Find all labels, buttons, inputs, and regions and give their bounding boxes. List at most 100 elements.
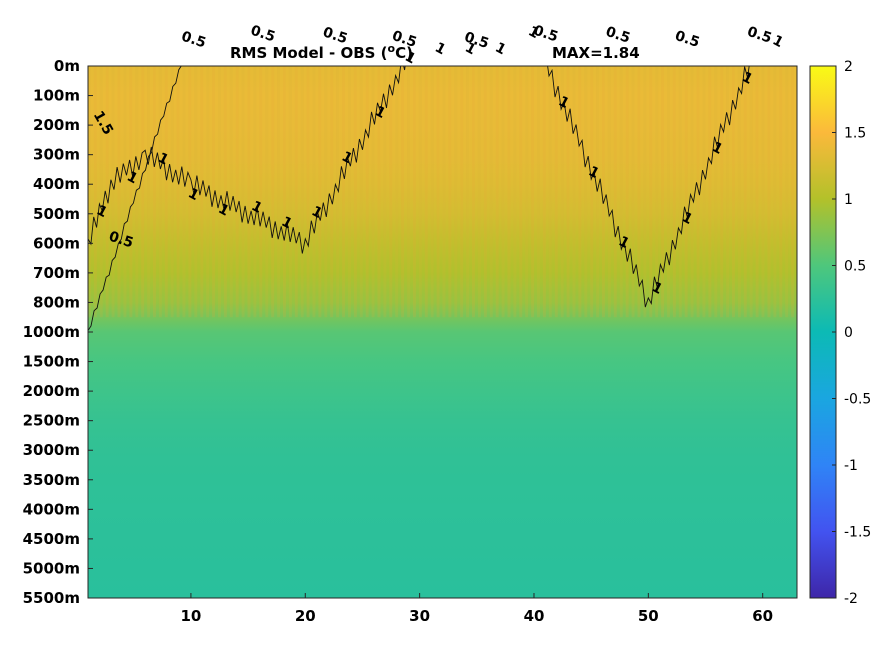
texture-stripe: [625, 66, 629, 318]
texture-stripe: [413, 66, 416, 318]
y-tick-label: 4000m: [23, 500, 80, 518]
texture-stripe: [318, 66, 322, 318]
texture-stripe: [88, 66, 91, 318]
texture-stripe: [182, 66, 186, 318]
texture-stripe: [401, 66, 405, 318]
texture-stripe: [649, 66, 653, 318]
heatmap-texture: [88, 66, 795, 318]
contour-label-0-5: 0.5: [390, 28, 419, 51]
texture-stripe: [495, 66, 499, 318]
y-tick-label: 5500m: [23, 589, 80, 607]
contour-label-0-5: 0.5: [673, 28, 702, 51]
texture-stripe: [537, 66, 540, 318]
texture-stripe: [785, 66, 789, 318]
texture-stripe: [460, 66, 464, 318]
x-axis-ticks: 10 20 30 40 50 60: [180, 593, 773, 625]
texture-stripe: [761, 66, 765, 318]
y-tick-label: 1500m: [23, 353, 80, 371]
chart-title: RMS Model - OBS (oC): [230, 42, 413, 62]
texture-stripe: [631, 66, 635, 318]
texture-stripe: [300, 66, 304, 318]
colorbar-tick-label: -1.5: [844, 525, 871, 541]
texture-stripe: [93, 66, 97, 318]
texture-stripe: [584, 66, 588, 318]
texture-stripe: [542, 66, 546, 318]
contour-label-0-5: 0.5: [249, 23, 278, 46]
texture-stripe: [643, 66, 647, 318]
texture-stripe: [129, 66, 133, 318]
texture-stripe: [726, 66, 730, 318]
texture-stripe: [590, 66, 594, 318]
texture-stripe: [720, 66, 724, 318]
texture-stripe: [348, 66, 351, 318]
texture-stripe: [619, 66, 623, 318]
texture-stripe: [430, 66, 434, 318]
texture-stripe: [141, 66, 145, 318]
texture-stripe: [105, 66, 109, 318]
texture-stripe: [424, 66, 428, 318]
colorbar-tick-label: 0.5: [844, 259, 866, 275]
texture-stripe: [696, 66, 700, 318]
texture-stripe: [442, 66, 446, 318]
texture-stripe: [667, 66, 670, 318]
texture-stripe: [200, 66, 204, 318]
heatmap-field: [88, 66, 797, 598]
colorbar-ticks: 2 1.5 1 0.5 0 -0.5 -1 -1.5 -2: [832, 59, 871, 607]
texture-stripe: [353, 66, 357, 318]
y-tick-label: 700m: [33, 264, 80, 282]
texture-stripe: [283, 66, 286, 318]
texture-stripe: [743, 66, 747, 318]
colorbar-tick-label: 1: [844, 192, 853, 208]
colorbar-tick-label: 1.5: [844, 126, 866, 142]
texture-stripe: [637, 66, 641, 318]
colorbar: [809, 65, 837, 599]
texture-stripe: [607, 66, 611, 318]
texture-stripe: [678, 66, 682, 318]
texture-stripe: [448, 66, 452, 318]
texture-stripe: [418, 66, 422, 318]
texture-stripe: [767, 66, 771, 318]
x-tick-label: 50: [638, 607, 659, 625]
texture-stripe: [218, 66, 221, 318]
texture-stripe: [235, 66, 239, 318]
heatmap-bands: [88, 66, 797, 598]
contour-label-1: 1: [432, 40, 448, 59]
y-tick-label: 1000m: [23, 323, 80, 341]
y-tick-label: 0m: [54, 57, 80, 75]
texture-stripe: [489, 66, 493, 318]
y-tick-label: 800m: [33, 293, 80, 311]
texture-stripe: [690, 66, 694, 318]
texture-stripe: [170, 66, 174, 318]
texture-stripe: [578, 66, 582, 318]
y-tick-label: 600m: [33, 234, 80, 252]
x-tick-label: 20: [295, 607, 316, 625]
x-tick-label: 40: [524, 607, 545, 625]
texture-stripe: [708, 66, 712, 318]
texture-stripe: [176, 66, 180, 318]
texture-stripe: [194, 66, 198, 318]
texture-stripe: [602, 66, 605, 318]
texture-stripe: [531, 66, 535, 318]
texture-stripe: [306, 66, 310, 318]
texture-stripe: [342, 66, 346, 318]
texture-stripe: [477, 66, 481, 318]
texture-stripe: [395, 66, 399, 318]
y-tick-label: 4500m: [23, 530, 80, 548]
texture-stripe: [371, 66, 375, 318]
contour-label-0-5: 0.5: [604, 24, 633, 47]
texture-stripe: [377, 66, 381, 318]
contour-label-0-5: 0.5: [745, 24, 774, 47]
texture-stripe: [153, 66, 156, 318]
texture-stripe: [507, 66, 511, 318]
texture-stripe: [672, 66, 676, 318]
texture-stripe: [253, 66, 257, 318]
texture-stripe: [466, 66, 470, 318]
y-tick-label: 3000m: [23, 441, 80, 459]
colorbar-tick-label: -1: [844, 458, 858, 474]
contour-label-0-5: 0.5: [107, 229, 136, 252]
y-axis-ticks: 0m 100m 200m 300m 400m 500m 600m 700m 800m 1000m 1…: [23, 57, 93, 607]
texture-stripe: [259, 66, 263, 318]
contour-line-1: [88, 66, 750, 308]
texture-stripe: [365, 66, 369, 318]
